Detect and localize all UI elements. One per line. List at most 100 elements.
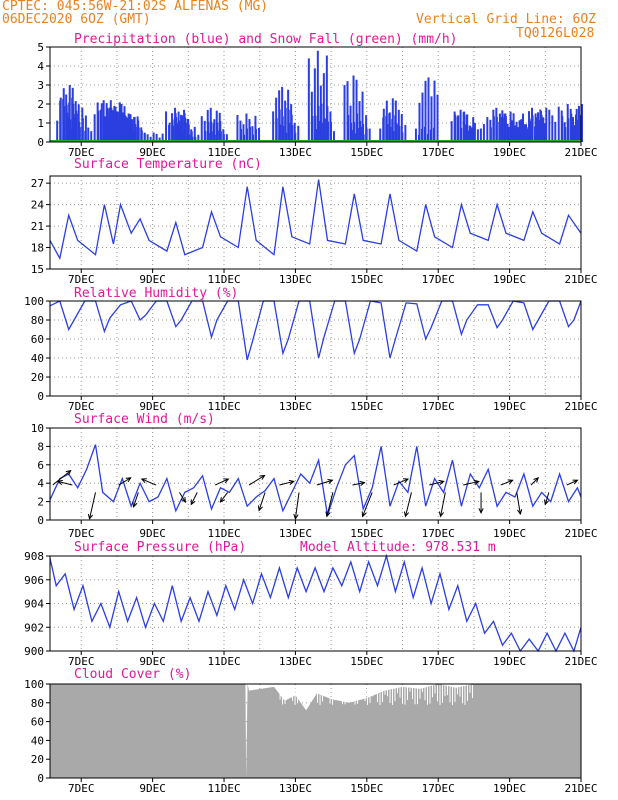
x-tick-label: 13DEC: [279, 146, 312, 159]
precip-bar: [418, 102, 421, 142]
precip-bar: [326, 121, 329, 142]
precip-bar: [165, 111, 168, 142]
precip-bar: [122, 130, 125, 142]
x-tick-label: 9DEC: [139, 146, 166, 159]
precip-bar: [564, 127, 567, 142]
precip-bar: [210, 131, 213, 142]
y-tick-label: 18: [31, 242, 44, 255]
x-tick-label: 17DEC: [422, 146, 455, 159]
x-tick-label: 11DEC: [207, 273, 240, 286]
wind-vector: [178, 492, 186, 503]
precip-bar: [554, 121, 557, 142]
y-tick-label: 6: [37, 459, 44, 472]
precip-bar: [476, 129, 479, 142]
cloud-frame: [49, 683, 582, 779]
precip-bar: [356, 113, 359, 142]
precip-bar: [576, 119, 579, 142]
precip-bar: [168, 122, 171, 142]
precip-bar: [573, 125, 576, 142]
precip-bar: [187, 124, 190, 142]
precip-bar: [314, 115, 317, 142]
precip-bar: [495, 117, 498, 142]
precip-bar: [314, 129, 317, 142]
precip-bar: [320, 122, 323, 142]
wind-vector-head: [517, 509, 523, 516]
precip-bar: [352, 75, 355, 142]
wind-vector-head: [190, 499, 196, 506]
precip-bar: [131, 131, 134, 142]
precip-bar: [473, 123, 476, 142]
x-tick-label: 7DEC: [68, 655, 95, 668]
precip-bar: [213, 119, 216, 142]
precip-bar: [498, 113, 501, 142]
y-tick-label: 0: [37, 772, 44, 785]
precip-bar: [185, 136, 188, 142]
wind-vector: [190, 492, 198, 505]
precip-bar: [66, 117, 69, 142]
y-tick-label: 80: [31, 314, 44, 327]
precip-bar: [149, 136, 152, 142]
x-tick-label: 11DEC: [207, 400, 240, 413]
precip-bar: [288, 123, 291, 142]
precip-bar: [284, 107, 287, 142]
wind-vector-head: [223, 478, 230, 484]
precip-bar: [252, 134, 255, 142]
precip-bar: [175, 125, 178, 142]
rh-frame: [49, 300, 582, 397]
wind-vector: [500, 479, 513, 486]
y-tick-label: 5: [37, 41, 44, 54]
precip-bar: [104, 116, 107, 142]
wind-vector: [393, 478, 409, 486]
cloud-title: Cloud Cover (%): [74, 667, 191, 682]
precip-bar: [503, 113, 506, 142]
precip-bar: [332, 131, 335, 142]
wind-vector-head: [180, 496, 187, 503]
precip-bar: [131, 119, 134, 142]
precip-bar: [243, 134, 246, 142]
wind-vector-head: [257, 505, 263, 512]
wind-vector: [219, 492, 228, 503]
precip-bar: [361, 91, 364, 142]
wind-vector: [530, 477, 539, 486]
x-tick-label: 19DEC: [493, 273, 526, 286]
y-tick-label: 0: [37, 514, 44, 527]
precip-bar: [134, 126, 137, 142]
wind-vector: [463, 480, 479, 486]
x-tick-label: 21DEC: [564, 527, 597, 540]
temp-series-line: [49, 179, 582, 261]
x-tick-label: 21DEC: [564, 273, 597, 286]
precip-bar: [197, 134, 200, 142]
precip-bar: [204, 131, 207, 142]
precip-bar: [87, 127, 90, 142]
y-tick-label: 21: [31, 220, 44, 233]
x-tick-label: 19DEC: [493, 527, 526, 540]
temp-frame: [49, 175, 582, 270]
x-tick-label: 19DEC: [493, 146, 526, 159]
x-tick-label: 21DEC: [564, 782, 597, 795]
y-tick-label: 4: [37, 60, 44, 73]
wind-frame: [49, 427, 582, 521]
x-tick-label: 7DEC: [68, 782, 95, 795]
wind-vector-head: [259, 474, 266, 480]
precip-bar: [392, 131, 395, 142]
precip-bar: [492, 116, 495, 142]
precip-bar: [158, 137, 161, 142]
precip-bar: [460, 127, 463, 142]
precip-bar: [84, 130, 87, 142]
precip-bar: [395, 123, 398, 142]
precip-bar: [501, 117, 504, 142]
x-tick-label: 15DEC: [350, 273, 383, 286]
precip-bar: [143, 133, 146, 142]
precip-bar: [365, 128, 368, 142]
x-tick-label: 13DEC: [279, 782, 312, 795]
precip-bar: [382, 108, 385, 142]
y-tick-label: 0: [37, 136, 44, 149]
pres-series-line: [49, 553, 582, 653]
precip-bar: [506, 123, 509, 142]
y-tick-label: 2: [37, 98, 44, 111]
precip-bar: [191, 136, 194, 142]
precip-bar: [482, 123, 485, 142]
precip-bar: [525, 127, 528, 142]
wind-vector-head: [572, 479, 579, 485]
